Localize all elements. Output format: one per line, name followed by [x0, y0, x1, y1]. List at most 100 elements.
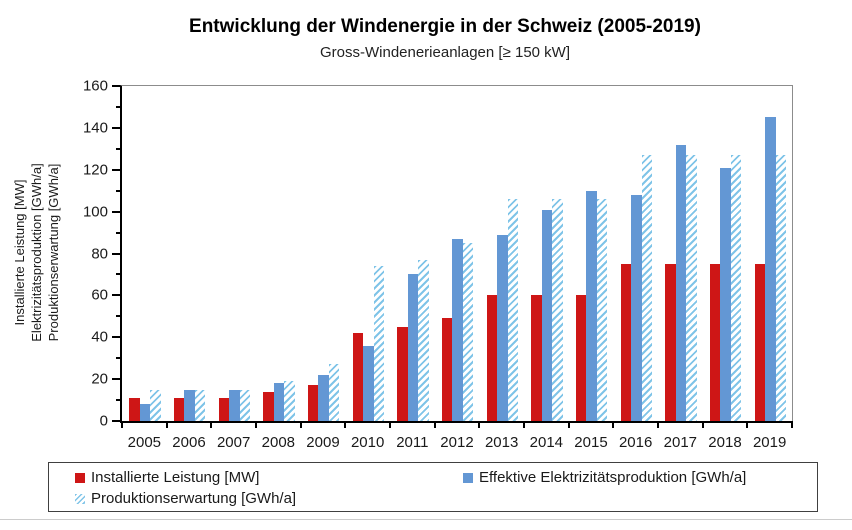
bar-hatched-2006	[194, 389, 206, 421]
bar-solid-red-2012	[441, 318, 453, 421]
bar-solid-red-2011	[397, 326, 408, 421]
y-axis-title-line-1: Installierte Leistung [MW]	[12, 179, 27, 326]
year-label-2007: 2007	[216, 434, 251, 452]
y-minor-tick	[116, 315, 120, 318]
bar-solid-red-2013	[486, 295, 498, 421]
chart-subtitle: Gross-Windenerieanlagen [≥ 150 kW]	[319, 44, 570, 61]
y-minor-tick	[116, 147, 120, 150]
bar-hatched-2010	[373, 266, 385, 421]
y-major-tick	[112, 294, 120, 297]
bar-solid-red-2015	[575, 295, 587, 421]
bar-solid-blue-2006	[184, 389, 195, 421]
bar-solid-blue-2016	[631, 194, 642, 421]
y-tick-label-100: 100	[82, 203, 108, 221]
bar-solid-red-2010	[352, 333, 364, 421]
y-axis-title-line-2: Elektrizitätsproduktion [GWh/a]	[28, 163, 44, 342]
year-label-2014: 2014	[529, 434, 564, 452]
year-label-2017: 2017	[663, 434, 698, 452]
bar-hatched-2005	[150, 389, 161, 421]
y-major-tick	[112, 168, 120, 171]
y-major-tick	[112, 85, 120, 87]
legend-label: Produktionserwartung [GWh/a]	[91, 490, 297, 507]
legend-swatch-hatched	[75, 493, 85, 504]
x-tick	[121, 421, 123, 428]
bar-solid-red-2018	[709, 263, 721, 421]
bar-hatched-2014	[552, 199, 563, 421]
year-label-2010: 2010	[350, 434, 385, 452]
year-label-2006: 2006	[172, 434, 206, 452]
y-tick-label-120: 120	[82, 161, 108, 179]
x-tick	[567, 421, 570, 428]
bar-solid-blue-2012	[452, 238, 463, 421]
bar-hatched-2019	[775, 155, 787, 421]
y-tick-label-60: 60	[91, 286, 108, 304]
y-minor-tick	[116, 357, 120, 360]
bar-solid-blue-2007	[229, 389, 240, 421]
bar-solid-blue-2005	[139, 404, 151, 421]
x-tick	[299, 421, 302, 428]
bar-hatched-2018	[730, 155, 742, 421]
year-label-2009: 2009	[306, 434, 340, 452]
bar-solid-red-2014	[531, 295, 542, 421]
bar-solid-red-2019	[754, 263, 766, 421]
year-label-2018: 2018	[708, 434, 742, 452]
legend-swatch-solid-red	[75, 472, 85, 483]
y-minor-tick	[116, 105, 120, 108]
year-label-2012: 2012	[440, 434, 474, 452]
y-major-tick	[112, 420, 120, 422]
legend-label: Installierte Leistung [MW]	[91, 469, 260, 486]
bar-solid-blue-2011	[407, 274, 419, 421]
year-label-2008: 2008	[261, 434, 296, 452]
year-label-2015: 2015	[574, 434, 608, 452]
bar-solid-red-2017	[665, 263, 676, 421]
year-label-2011: 2011	[396, 434, 429, 452]
plot-area: 0 20 40 60 80 100 120 140 160 2005 2006 2007 2008 200…	[83, 78, 793, 451]
bar-hatched-2017	[686, 155, 697, 421]
x-tick	[165, 421, 168, 428]
year-label-2005: 2005	[127, 434, 162, 452]
y-minor-tick	[116, 231, 120, 234]
bar-hatched-2011	[418, 259, 429, 421]
legend-item-hatched: Produktionserwartung [GWh/a]	[75, 490, 463, 507]
y-tick-label-160: 160	[82, 77, 108, 95]
legend-swatch-solid-blue	[463, 472, 473, 483]
x-tick	[433, 421, 436, 428]
bar-solid-blue-2013	[497, 234, 508, 421]
bar-solid-red-2005	[129, 397, 140, 421]
bar-solid-blue-2009	[318, 374, 329, 421]
x-tick	[255, 421, 257, 428]
x-tick	[657, 421, 659, 428]
y-major-tick	[112, 336, 120, 339]
legend-label: Effektive Elektrizitätsproduktion [GWh/a…	[479, 469, 747, 486]
x-tick	[389, 421, 391, 428]
year-label-2019: 2019	[752, 434, 787, 452]
y-tick-label-80: 80	[91, 245, 108, 262]
legend-item-solid-red: Installierte Leistung [MW]	[75, 469, 463, 486]
x-tick	[612, 421, 615, 428]
bar-solid-blue-2008	[273, 383, 285, 421]
x-tick	[791, 421, 793, 428]
bar-solid-blue-2018	[720, 167, 731, 421]
bar-hatched-2009	[328, 364, 340, 421]
x-tick	[210, 421, 213, 428]
y-major-tick	[112, 210, 120, 213]
x-tick	[523, 421, 525, 428]
chart-title: Entwicklung der Windenergie in der Schwe…	[189, 16, 701, 37]
bar-hatched-2013	[507, 199, 519, 421]
y-major-tick	[112, 378, 120, 381]
y-tick-label-20: 20	[91, 370, 108, 388]
bar-solid-blue-2017	[675, 144, 687, 421]
bar-solid-red-2007	[218, 397, 230, 421]
y-tick-label-140: 140	[82, 119, 108, 137]
bar-solid-red-2009	[307, 385, 319, 421]
bar-solid-blue-2010	[363, 345, 374, 421]
y-major-tick	[112, 252, 120, 255]
bar-hatched-2012	[462, 243, 474, 421]
y-tick-label-40: 40	[91, 328, 108, 346]
x-tick	[478, 421, 481, 428]
x-tick	[344, 421, 347, 428]
bar-solid-blue-2015	[586, 190, 597, 421]
bar-solid-red-2008	[263, 391, 274, 421]
bar-solid-blue-2014	[541, 209, 553, 421]
